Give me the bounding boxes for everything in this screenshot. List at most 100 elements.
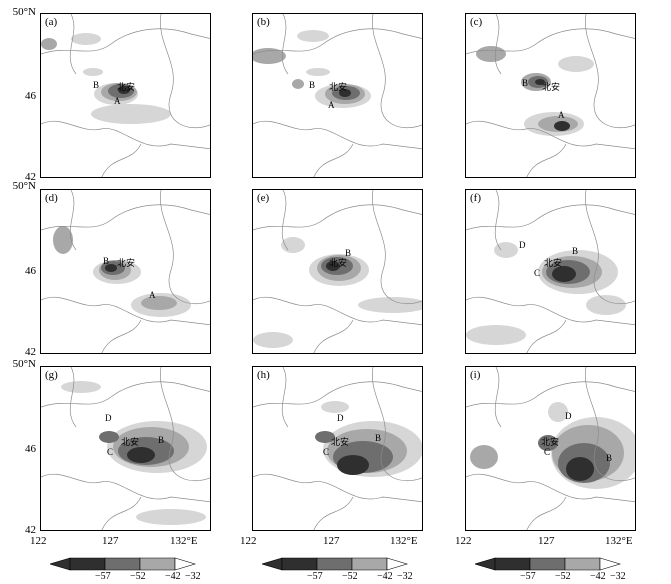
boundary-line [41, 28, 210, 55]
colorbar-seg [104, 557, 141, 571]
cloud-contour [61, 381, 101, 393]
panel-annotation: C [534, 268, 541, 278]
colorbar-arrow-left [50, 557, 71, 571]
colorbar-tick-label: −42 [165, 571, 181, 582]
panel-annotation: B [103, 256, 110, 266]
colorbar [475, 557, 622, 571]
panel-annotation: B [345, 248, 352, 258]
boundary-line [466, 296, 635, 326]
cloud-contour [105, 264, 117, 272]
map-panel: (d) B 北安 A [40, 189, 211, 354]
cloud-contour [586, 295, 626, 315]
panel-annotation: D [519, 240, 526, 250]
colorbar-seg [529, 557, 566, 571]
panel-annotation: C [323, 447, 330, 457]
boundary-line [584, 14, 635, 128]
colorbar-arrow-right [174, 557, 197, 571]
colorbar-tick-label: −32 [610, 571, 626, 582]
boundary-line [159, 14, 210, 128]
panel-annotation: B [522, 78, 529, 88]
cloud-contour [292, 79, 304, 89]
boundary-line [69, 14, 77, 75]
boundary-line [41, 204, 210, 231]
boundary-line [253, 204, 422, 231]
map-panel: (f) D C 北安 B [465, 189, 636, 354]
colorbar-tick-label: −42 [377, 571, 393, 582]
map-panel: (h) D C 北安 B [252, 366, 423, 531]
panel-annotation: B [606, 453, 613, 463]
boundary-line [526, 143, 567, 177]
boundary-line [69, 190, 77, 251]
colorbar [262, 557, 409, 571]
panel-label: (a) [45, 16, 58, 28]
panel-label: (g) [45, 369, 58, 381]
map-svg [466, 367, 635, 530]
boundary-line [466, 381, 635, 408]
colorbar-seg [316, 557, 353, 571]
panel-label: (c) [470, 16, 483, 28]
colorbar-seg [139, 557, 176, 571]
panel-annotation: B [93, 80, 100, 90]
cloud-contour [91, 104, 171, 124]
cloud-contour [494, 242, 518, 258]
cloud-contour [141, 296, 177, 310]
boundary-line [281, 190, 289, 251]
panel-label: (h) [257, 369, 270, 381]
panel-annotation: B [572, 246, 579, 256]
boundary-line [494, 14, 502, 75]
cloud-contour [566, 457, 594, 481]
colorbar-tick-label: −52 [342, 571, 358, 582]
colorbar-seg [351, 557, 388, 571]
x-label-col2-left: 122 [240, 535, 257, 547]
colorbar-seg [564, 557, 601, 571]
panel-annotation: D [105, 413, 112, 423]
panel-annotation: 北安 [117, 258, 136, 268]
panel-annotation: 北安 [329, 258, 348, 268]
boundary-line [69, 367, 77, 428]
boundary-line [584, 367, 635, 481]
boundary-line [494, 190, 502, 251]
map-svg [41, 14, 210, 177]
panel-annotation: 北安 [329, 82, 348, 92]
cloud-contour [538, 435, 558, 451]
cloud-contour [41, 38, 57, 50]
colorbar-arrow-right [599, 557, 622, 571]
boundary-line [313, 496, 354, 530]
y-label-row3-bottom: 42 [25, 524, 36, 536]
panel-annotation: C [544, 447, 551, 457]
x-label-col1-right: 132°E [170, 535, 198, 547]
boundary-line [313, 319, 354, 353]
colorbar-tick-label: −57 [95, 571, 111, 582]
colorbar-arrow-left [475, 557, 496, 571]
x-label-col3-right: 132°E [605, 535, 633, 547]
panel-annotation: 北安 [541, 437, 560, 447]
cloud-contour [118, 86, 130, 94]
boundary-line [41, 120, 210, 150]
panel-annotation: 北安 [121, 437, 140, 447]
map-svg [466, 190, 635, 353]
colorbar-arrow-left [262, 557, 283, 571]
boundary-line [466, 204, 635, 231]
boundary-line [253, 473, 422, 503]
x-label-col2-mid: 127 [323, 535, 340, 547]
cloud-contour [306, 68, 330, 76]
boundary-line [101, 319, 142, 353]
panel-annotation: D [565, 411, 572, 421]
y-label-row1-mid: 46 [25, 90, 36, 102]
cloud-contour [71, 33, 101, 45]
boundary-line [494, 367, 502, 428]
map-panel: (a) B 北安 A [40, 13, 211, 178]
boundary-line [253, 296, 422, 326]
boundary-line [41, 473, 210, 503]
panel-annotation: A [114, 96, 121, 106]
x-label-col3-mid: 127 [538, 535, 555, 547]
boundary-line [253, 28, 422, 55]
panel-label: (i) [470, 369, 481, 381]
boundary-line [371, 190, 422, 304]
cloud-contour [326, 261, 340, 271]
cloud-contour [476, 46, 506, 62]
cloud-contour [53, 226, 73, 254]
colorbar-tick-label: −57 [520, 571, 536, 582]
map-panel: (i) D C 北安 B [465, 366, 636, 531]
cloud-contour [99, 431, 119, 443]
